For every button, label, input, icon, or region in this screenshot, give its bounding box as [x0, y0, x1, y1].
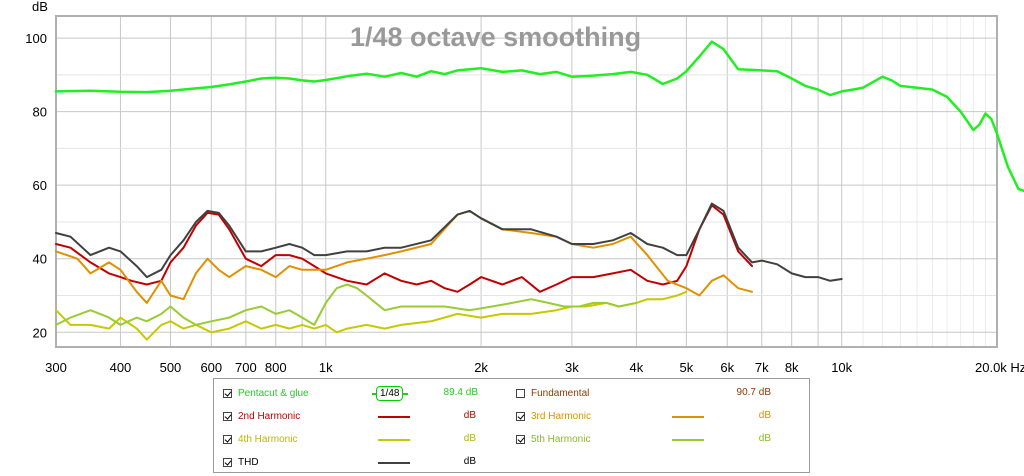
legend-item-5th-harmonic[interactable]: 5th Harmonic: [516, 431, 590, 447]
thd-value: dB: [463, 456, 476, 467]
legend-item-2nd-harmonic[interactable]: 2nd Harmonic: [223, 408, 300, 424]
5th-harmonic-checkbox[interactable]: [516, 434, 525, 444]
y-tick-label: 80: [33, 105, 47, 120]
legend-item-3rd-harmonic[interactable]: 3rd Harmonic: [516, 408, 591, 424]
pentacut-swatch-right: [402, 393, 408, 395]
y-tick-label: 100: [25, 31, 47, 46]
legend-item-pentacut[interactable]: Pentacut & glue: [223, 385, 309, 401]
3rd-harmonic-label: 3rd Harmonic: [531, 410, 592, 422]
x-tick-label: 8k: [785, 360, 799, 375]
3rd-harmonic-value: dB: [758, 410, 771, 421]
y-axis-label: dB: [32, 0, 48, 14]
grid-layer: [55, 16, 998, 347]
series-line-5th-harmonic: [55, 283, 638, 326]
chart-title: 1/48 octave smoothing: [350, 22, 641, 52]
5th-harmonic-value: dB: [758, 433, 771, 444]
legend-item-fundamental[interactable]: Fundamental: [516, 385, 589, 401]
y-tick-label: 40: [33, 252, 47, 267]
series-line-3rd-harmonic: [55, 209, 753, 304]
4th-harmonic-swatch: [378, 439, 410, 441]
series-line-thd: [55, 202, 843, 282]
y-tick-label: 20: [33, 325, 47, 340]
series-line-4th-harmonic: [55, 290, 688, 341]
x-axis-ticks: 300 400 500 600 700 800 1k 2k 3k 4k 5k 6k 7k 8k 10k 20.…: [45, 360, 1024, 375]
x-tick-label: 3k: [565, 360, 579, 375]
5th-harmonic-swatch: [672, 439, 704, 441]
x-tick-label: 6k: [720, 360, 734, 375]
pentacut-value: 89.4 dB: [443, 387, 478, 398]
frequency-response-chart: 300 400 500 600 700 800 1k 2k 3k 4k 5k 6k 7k 8k 10k 20.…: [25, 0, 1024, 375]
series-line-2nd-harmonic: [55, 204, 753, 293]
x-tick-label: 5k: [680, 360, 694, 375]
2nd-harmonic-label: 2nd Harmonic: [238, 410, 301, 422]
thd-label: THD: [238, 456, 259, 468]
fundamental-label: Fundamental: [531, 387, 590, 399]
legend-item-thd[interactable]: THD: [223, 454, 259, 470]
2nd-harmonic-checkbox[interactable]: [223, 411, 232, 421]
x-tick-label: 500: [160, 360, 182, 375]
y-axis-ticks: 20 40 60 80 100: [25, 31, 47, 340]
4th-harmonic-checkbox[interactable]: [223, 434, 232, 444]
fundamental-checkbox[interactable]: [516, 388, 525, 398]
legend-panel: Pentacut & glue 1/48 89.4 dB Fundamental…: [213, 378, 810, 473]
x-tick-label: 300: [45, 360, 67, 375]
x-tick-label: 700: [235, 360, 257, 375]
series-line-pentacut-glue: [54, 40, 1024, 192]
x-tick-label: 4k: [630, 360, 644, 375]
thd-checkbox[interactable]: [223, 457, 232, 467]
x-tick-label: 600: [200, 360, 222, 375]
y-tick-label: 60: [33, 178, 47, 193]
pentacut-checkbox[interactable]: [223, 388, 232, 398]
series-layer: [54, 40, 1024, 341]
x-tick-label: 800: [265, 360, 287, 375]
5th-harmonic-label: 5th Harmonic: [531, 433, 591, 445]
4th-harmonic-value: dB: [463, 433, 476, 444]
3rd-harmonic-swatch: [672, 416, 704, 418]
thd-swatch: [378, 462, 410, 464]
3rd-harmonic-checkbox[interactable]: [516, 411, 525, 421]
smoothing-button[interactable]: 1/48: [376, 386, 404, 401]
2nd-harmonic-value: dB: [463, 410, 476, 421]
4th-harmonic-label: 4th Harmonic: [238, 433, 298, 445]
x-tick-label: 1k: [319, 360, 333, 375]
plot-frame: [55, 15, 998, 348]
x-tick-label: 20.0k Hz: [975, 360, 1024, 375]
pentacut-label: Pentacut & glue: [238, 387, 309, 399]
plot-background: [56, 16, 997, 347]
x-tick-label: 7k: [755, 360, 769, 375]
2nd-harmonic-swatch: [378, 416, 410, 418]
x-tick-label: 2k: [474, 360, 488, 375]
legend-item-4th-harmonic[interactable]: 4th Harmonic: [223, 431, 297, 447]
x-tick-label: 10k: [831, 360, 852, 375]
fundamental-value: 90.7 dB: [736, 387, 771, 398]
x-tick-label: 400: [110, 360, 132, 375]
